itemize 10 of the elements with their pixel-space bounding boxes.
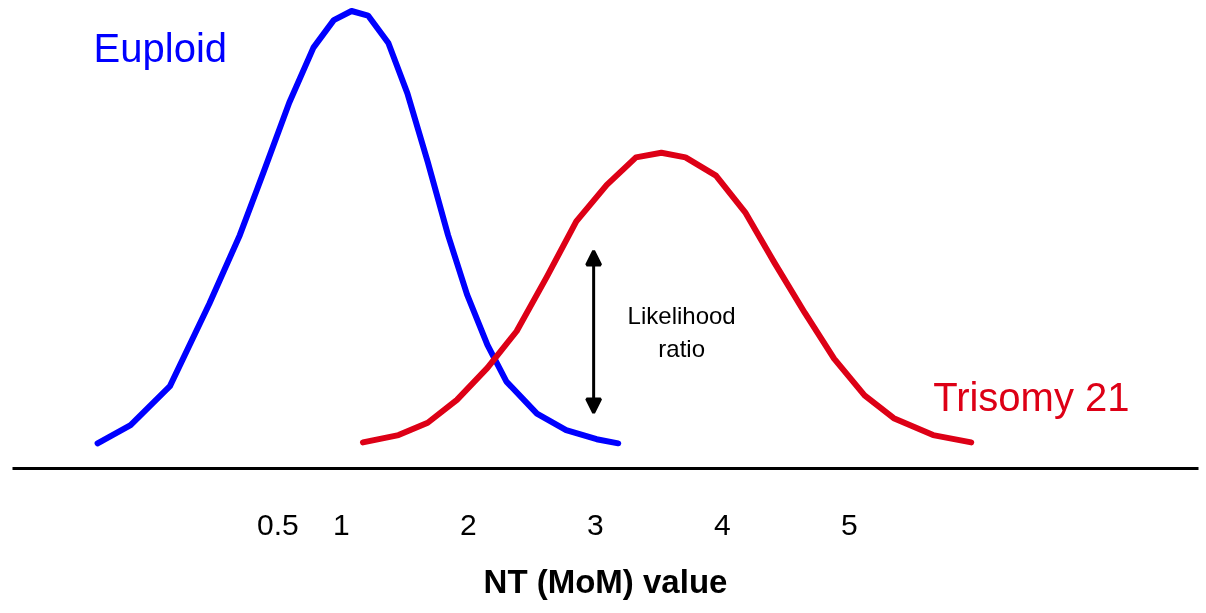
series-label: Euploid bbox=[93, 25, 228, 70]
annotation: Likelihood ratio bbox=[627, 302, 736, 362]
x-tick-label: 5 bbox=[840, 507, 858, 541]
series-label: Trisomy 21 bbox=[933, 375, 1130, 420]
x-tick-label: 4 bbox=[713, 507, 731, 541]
x-tick-label: 1 bbox=[333, 507, 350, 541]
x-axis-title: NT (MoM) value bbox=[483, 562, 728, 600]
x-tick-label: 3 bbox=[587, 507, 604, 541]
x-tick-label: 2 bbox=[460, 507, 477, 541]
x-tick-label: 0.5 bbox=[257, 507, 299, 541]
